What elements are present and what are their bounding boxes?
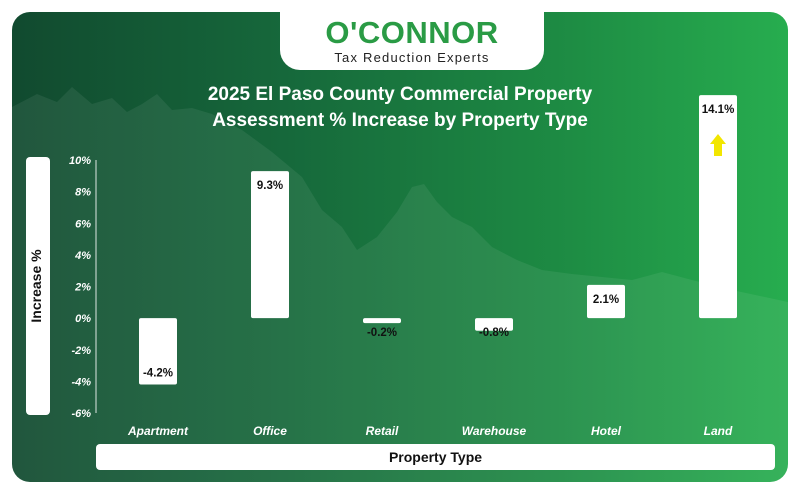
x-tick-label-retail: Retail	[366, 424, 399, 438]
background-mountain-graphic	[12, 87, 788, 482]
y-tick-label: -2%	[71, 345, 91, 357]
bar-retail	[363, 318, 401, 324]
data-label-land: 14.1%	[702, 104, 735, 116]
chart-card: O'CONNOR Tax Reduction Experts 2025 El P…	[12, 12, 788, 482]
x-tick-label-land: Land	[704, 424, 733, 438]
bar-office	[251, 171, 289, 319]
y-tick-label: -4%	[71, 376, 91, 388]
y-tick-label: 4%	[74, 250, 91, 262]
chart-title-line-1: 2025 El Paso County Commercial Property	[207, 84, 593, 105]
up-arrow-icon	[710, 134, 726, 156]
data-label-hotel: 2.1%	[593, 294, 619, 306]
bar-apartment	[139, 318, 177, 385]
y-tick-label: 10%	[69, 155, 91, 167]
y-tick-label: 0%	[75, 313, 91, 325]
data-label-office: 9.3%	[257, 180, 283, 192]
x-axis-label: Property Type	[96, 444, 775, 470]
y-tick-label: 8%	[75, 187, 91, 199]
x-tick-label-hotel: Hotel	[591, 424, 622, 438]
bar-warehouse	[475, 318, 513, 331]
x-tick-label-apartment: Apartment	[127, 424, 189, 438]
y-tick-label: 6%	[75, 218, 91, 230]
logo-tagline: Tax Reduction Experts	[334, 50, 490, 65]
bar-land	[699, 95, 737, 319]
chart-title: 2025 El Paso County Commercial Property …	[12, 82, 788, 134]
y-tick-label: -6%	[71, 408, 91, 420]
data-label-apartment: -4.2%	[143, 368, 173, 380]
data-label-warehouse: -0.8%	[479, 327, 509, 339]
logo: O'CONNOR Tax Reduction Experts	[280, 12, 544, 70]
logo-name: O'CONNOR	[325, 15, 499, 50]
x-tick-label-office: Office	[253, 424, 287, 438]
y-tick-label: 2%	[74, 282, 91, 294]
chart-title-line-2: Assessment % Increase by Property Type	[212, 110, 588, 131]
data-label-retail: -0.2%	[367, 327, 397, 339]
bar-plot: 10% 8% 6% 4% 2% 0% -2% -4% -6% -4.2% Apartment 9.3%…	[69, 95, 737, 438]
x-tick-label-warehouse: Warehouse	[462, 424, 527, 438]
bar-hotel	[587, 284, 625, 319]
y-axis-label-box	[26, 157, 50, 415]
